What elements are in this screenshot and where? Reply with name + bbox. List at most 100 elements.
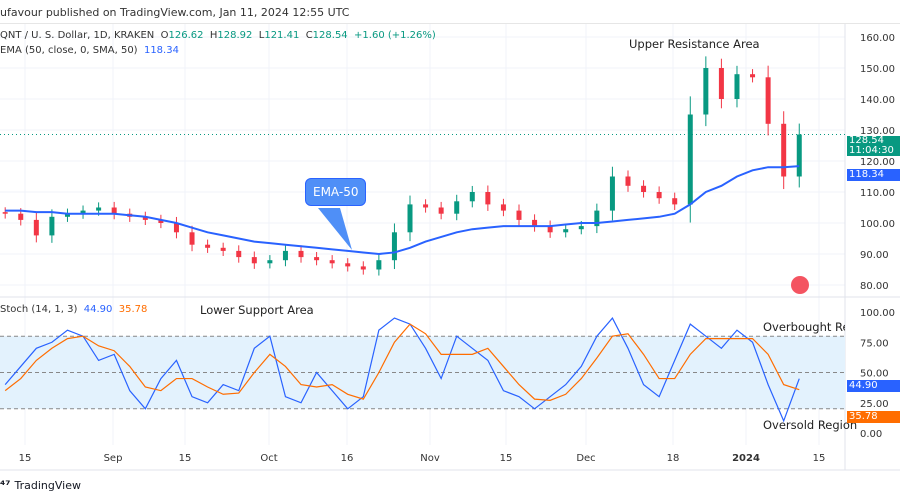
candle bbox=[781, 123, 787, 177]
time-axis-label: 15 bbox=[813, 453, 826, 464]
last-price-tag: 128.54 11:04:30 bbox=[847, 136, 900, 156]
high-value: 128.92 bbox=[217, 30, 253, 41]
candle bbox=[609, 176, 615, 211]
footer-brand[interactable]: ⁴⁷ TradingView bbox=[0, 478, 81, 492]
stoch-d-tag: 35.78 bbox=[847, 411, 900, 423]
price-axis-label: 110.00 bbox=[860, 188, 895, 199]
candle bbox=[563, 229, 569, 233]
stoch-axis-label: 0.00 bbox=[860, 429, 882, 440]
time-axis-label: 2024 bbox=[732, 453, 760, 464]
candle bbox=[469, 192, 475, 202]
candle bbox=[142, 216, 148, 220]
stoch-legend: Stoch (14, 1, 3) 44.90 35.78 bbox=[0, 304, 147, 315]
candle bbox=[329, 260, 335, 264]
stoch-k-value: 44.90 bbox=[83, 304, 113, 315]
candle bbox=[516, 210, 522, 220]
close-value: 128.54 bbox=[312, 30, 348, 41]
candle bbox=[796, 134, 802, 177]
candle bbox=[625, 176, 631, 186]
ema-legend: EMA (50, close, 0, SMA, 50) 118.34 bbox=[0, 45, 179, 56]
stoch-axis-label: 100.00 bbox=[860, 308, 895, 319]
candle bbox=[750, 74, 756, 78]
candle bbox=[2, 212, 8, 214]
candle bbox=[376, 260, 382, 270]
price-axis-label: 120.00 bbox=[860, 157, 895, 168]
candle bbox=[314, 257, 320, 261]
stoch-d-value: 35.78 bbox=[118, 304, 148, 315]
symbol-name: QNT / U. S. Dollar, 1D, KRAKEN bbox=[0, 30, 155, 41]
candle bbox=[594, 210, 600, 227]
time-axis-label: Dec bbox=[576, 453, 595, 464]
candle bbox=[672, 198, 678, 205]
stoch-axis-label: 75.00 bbox=[860, 338, 889, 349]
callout-pointer bbox=[318, 208, 352, 250]
ema-value: 118.34 bbox=[143, 45, 179, 56]
candle bbox=[500, 204, 506, 211]
open-value: 126.62 bbox=[168, 30, 204, 41]
candle bbox=[205, 244, 211, 248]
candle bbox=[236, 250, 242, 258]
time-axis-label: 15 bbox=[500, 453, 513, 464]
candle bbox=[18, 213, 24, 220]
symbol-legend: QNT / U. S. Dollar, 1D, KRAKEN O126.62 H… bbox=[0, 30, 436, 41]
price-axis-label: 100.00 bbox=[860, 219, 895, 230]
candle bbox=[220, 247, 226, 251]
candle bbox=[641, 185, 647, 192]
candle bbox=[158, 219, 164, 223]
candle bbox=[423, 204, 429, 208]
candle bbox=[251, 257, 257, 264]
candle bbox=[111, 207, 117, 214]
close-label: C bbox=[305, 30, 313, 41]
price-axis-label: 150.00 bbox=[860, 64, 895, 75]
low-value: 121.41 bbox=[264, 30, 300, 41]
currency-flag-icon bbox=[791, 276, 809, 294]
stoch-axis-label: 25.00 bbox=[860, 399, 889, 410]
stoch-label: Stoch (14, 1, 3) bbox=[0, 304, 78, 315]
time-axis-label: 15 bbox=[179, 453, 192, 464]
candle bbox=[547, 226, 553, 233]
bar-countdown: 11:04:30 bbox=[849, 145, 894, 156]
upper-resistance-label: Upper Resistance Area bbox=[629, 37, 760, 51]
candle bbox=[687, 114, 693, 205]
price-axis-label: 130.00 bbox=[860, 126, 895, 137]
candle bbox=[298, 250, 304, 258]
low-label: L bbox=[258, 30, 265, 41]
candle bbox=[282, 250, 288, 261]
overbought-label: Overbought Region bbox=[763, 320, 845, 334]
lower-support-label: Lower Support Area bbox=[200, 303, 314, 317]
time-axis-label: 18 bbox=[667, 453, 680, 464]
candle bbox=[485, 192, 491, 205]
last-price: 128.54 bbox=[849, 135, 884, 146]
ema-price-tag: 118.34 bbox=[847, 169, 900, 181]
ema-label: EMA (50, close, 0, SMA, 50) bbox=[0, 45, 138, 56]
price-axis-label: 90.00 bbox=[860, 250, 889, 261]
candle bbox=[454, 201, 460, 214]
candle bbox=[80, 210, 86, 214]
price-axis-label: 80.00 bbox=[860, 281, 889, 292]
header-divider bbox=[0, 23, 900, 24]
candle bbox=[49, 216, 55, 236]
candle bbox=[532, 219, 538, 227]
oversold-label: Oversold Region bbox=[763, 418, 858, 432]
time-axis-label: Oct bbox=[260, 453, 277, 464]
candle bbox=[33, 219, 39, 236]
candle bbox=[64, 213, 70, 217]
candle bbox=[345, 263, 351, 267]
ema-callout: EMA-50 bbox=[305, 178, 367, 206]
candle bbox=[189, 232, 195, 245]
candle bbox=[391, 232, 397, 261]
price-axis-label: 140.00 bbox=[860, 95, 895, 106]
price-axis-label: 160.00 bbox=[860, 33, 895, 44]
candle bbox=[438, 207, 444, 214]
candle bbox=[96, 207, 102, 211]
time-axis-label: 16 bbox=[341, 453, 354, 464]
candle bbox=[765, 77, 771, 124]
candle bbox=[578, 226, 584, 230]
time-axis-label: 15 bbox=[19, 453, 32, 464]
candle bbox=[703, 68, 709, 115]
stoch-k-tag: 44.90 bbox=[847, 380, 900, 392]
candle bbox=[718, 68, 724, 99]
candle bbox=[267, 260, 273, 264]
candle bbox=[656, 192, 662, 199]
